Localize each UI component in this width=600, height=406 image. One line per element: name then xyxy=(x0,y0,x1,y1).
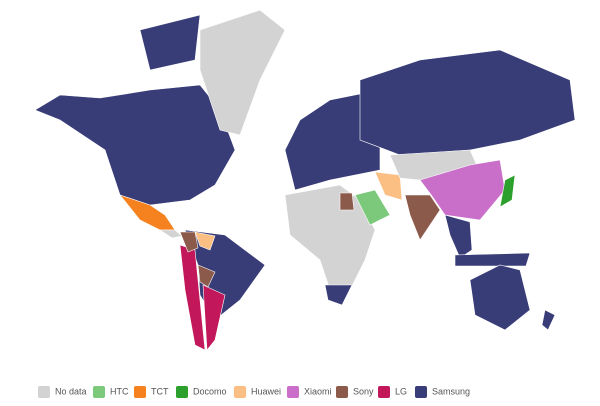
legend-swatch xyxy=(38,386,50,398)
legend-label: Sony xyxy=(353,386,374,396)
legend-swatch xyxy=(378,386,390,398)
legend-label: Xiaomi xyxy=(304,386,332,396)
argentina xyxy=(202,284,226,351)
china xyxy=(419,159,506,221)
new-zealand xyxy=(541,309,556,331)
legend-swatch xyxy=(93,386,105,398)
legend-swatch xyxy=(234,386,246,398)
central-america xyxy=(159,229,183,239)
legend: No data HTC TCT Docomo Huawei Xiaomi Sony LG Sam… xyxy=(38,386,470,398)
legend-label: HTC xyxy=(110,386,129,396)
peru-chile xyxy=(179,244,206,351)
colombia xyxy=(179,231,199,253)
legend-label: Huawei xyxy=(251,386,281,396)
australia xyxy=(469,264,531,331)
japan xyxy=(499,174,516,208)
russia xyxy=(359,49,576,156)
legend-label: Samsung xyxy=(432,386,470,396)
north-america xyxy=(34,84,236,206)
legend-swatch xyxy=(134,386,146,398)
egypt xyxy=(339,192,355,211)
greenland xyxy=(199,9,286,136)
legend-swatch xyxy=(336,386,348,398)
india xyxy=(404,194,441,241)
indonesia xyxy=(454,252,531,267)
legend-swatch xyxy=(287,386,299,398)
arctic-islands xyxy=(139,14,201,71)
legend-swatch xyxy=(176,386,188,398)
southeast-asia xyxy=(444,214,473,259)
bolivia xyxy=(197,264,216,288)
africa xyxy=(284,184,376,291)
iran xyxy=(374,171,403,201)
saudi-arabia xyxy=(354,189,391,226)
venezuela xyxy=(194,231,216,251)
south-africa xyxy=(324,284,353,306)
legend-label: No data xyxy=(55,386,87,396)
legend-label: Docomo xyxy=(193,386,227,396)
legend-swatch xyxy=(415,386,427,398)
map xyxy=(34,9,576,351)
legend-label: LG xyxy=(395,386,407,396)
legend-label: TCT xyxy=(151,386,169,396)
